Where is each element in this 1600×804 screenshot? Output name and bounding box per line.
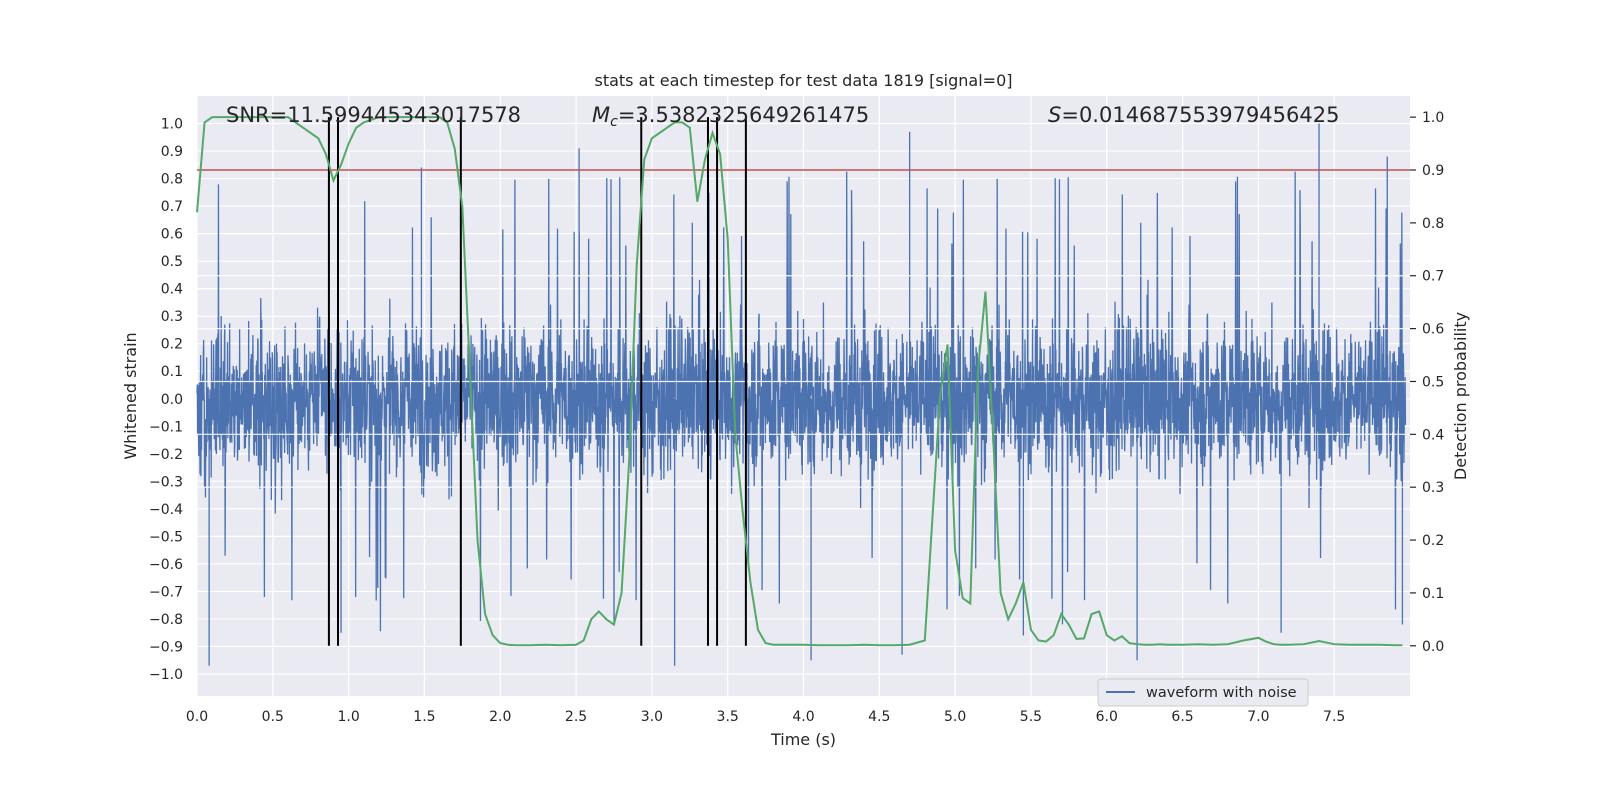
y-left-tick-label: −0.8 xyxy=(149,612,183,628)
y-left-tick-label: −0.2 xyxy=(149,447,183,463)
legend-label-waveform: waveform with noise xyxy=(1146,685,1297,701)
x-tick-label: 3.5 xyxy=(717,709,739,725)
probability-layer xyxy=(196,116,1403,647)
y-right-tick-label: 0.3 xyxy=(1422,480,1444,496)
y-right-tick-label: 0.5 xyxy=(1422,374,1444,390)
waveform-line xyxy=(196,123,1407,666)
y-left-tick-label: −0.7 xyxy=(149,584,183,600)
x-tick-label: 0.5 xyxy=(262,709,284,725)
y-right-tick-label: 0.4 xyxy=(1422,427,1444,443)
x-tick-label: 5.0 xyxy=(944,709,966,725)
y-left-tick-label: 0.2 xyxy=(161,337,183,353)
axis-ticks: 0.0 0.5 1.0 1.5 2.0 2.5 3.0 3.5 4.0 4.5 5.0 5.5 6.0 6… xyxy=(149,110,1444,725)
y-left-tick-label: 0.5 xyxy=(161,254,183,270)
x-axis-label: Time (s) xyxy=(770,730,836,749)
s-value: =0.014687553979456425 xyxy=(1061,103,1339,127)
y-left-tick-label: 0.6 xyxy=(161,227,183,243)
mc-symbol: M xyxy=(592,103,610,127)
y-left-tick-label: 0.3 xyxy=(161,309,183,325)
y-left-tick-label: 0.1 xyxy=(161,364,183,380)
y-left-tick-label: −0.9 xyxy=(149,639,183,655)
y-right-tick-label: 0.7 xyxy=(1422,269,1444,285)
y-left-tick-label: 1.0 xyxy=(161,117,183,133)
waveform-layer xyxy=(196,123,1410,666)
x-tick-label: 2.5 xyxy=(565,709,587,725)
x-tick-label: 3.0 xyxy=(641,709,663,725)
y-right-tick-label: 0.2 xyxy=(1422,533,1444,549)
chirp-mass-annotation: Mc=3.5382325649261475 xyxy=(592,103,869,130)
chart-title: stats at each timestep for test data 181… xyxy=(594,71,1012,90)
y-left-tick-label: 0.8 xyxy=(161,172,183,188)
x-tick-label: 2.0 xyxy=(489,709,511,725)
y-left-tick-label: −0.1 xyxy=(149,419,183,435)
y-axis-label-left: Whitened strain xyxy=(121,332,140,459)
x-tick-label: 1.5 xyxy=(413,709,435,725)
mc-value: =3.5382325649261475 xyxy=(618,103,869,127)
y-left-tick-label: −0.3 xyxy=(149,474,183,490)
s-symbol: S xyxy=(1048,103,1061,127)
y-axis-label-right: Detection probability xyxy=(1451,312,1470,480)
y-right-tick-label: 0.0 xyxy=(1422,639,1444,655)
snr-annotation: SNR=11.599445343017578 xyxy=(226,103,521,127)
y-right-tick-label: 0.1 xyxy=(1422,586,1444,602)
y-left-tick-label: −0.5 xyxy=(149,529,183,545)
y-left-tick-label: −0.6 xyxy=(149,557,183,573)
y-left-tick-label: 0.9 xyxy=(161,144,183,160)
x-tick-label: 7.0 xyxy=(1247,709,1269,725)
x-tick-label: 7.5 xyxy=(1323,709,1345,725)
x-tick-label: 4.0 xyxy=(792,709,814,725)
y-left-tick-label: −0.4 xyxy=(149,502,183,518)
x-tick-label: 6.0 xyxy=(1096,709,1118,725)
y-left-tick-label: −1.0 xyxy=(149,667,183,683)
s-annotation: S=0.014687553979456425 xyxy=(1048,103,1339,127)
x-tick-label: 0.0 xyxy=(186,709,208,725)
y-right-tick-label: 0.6 xyxy=(1422,322,1444,338)
x-tick-label: 6.5 xyxy=(1171,709,1193,725)
legend: waveform with noise xyxy=(1097,678,1309,707)
x-tick-label: 4.5 xyxy=(868,709,890,725)
y-right-tick-label: 0.8 xyxy=(1422,216,1444,232)
x-tick-label: 1.0 xyxy=(337,709,359,725)
probability-line xyxy=(196,116,1403,647)
y-right-tick-label: 1.0 xyxy=(1422,110,1444,126)
x-tick-label: 5.5 xyxy=(1020,709,1042,725)
y-left-tick-label: 0.0 xyxy=(161,392,183,408)
y-left-tick-label: 0.7 xyxy=(161,199,183,215)
legend-box xyxy=(1097,678,1309,707)
mc-subscript: c xyxy=(610,114,618,130)
y-left-tick-label: 0.4 xyxy=(161,282,183,298)
y-right-tick-label: 0.9 xyxy=(1422,163,1444,179)
